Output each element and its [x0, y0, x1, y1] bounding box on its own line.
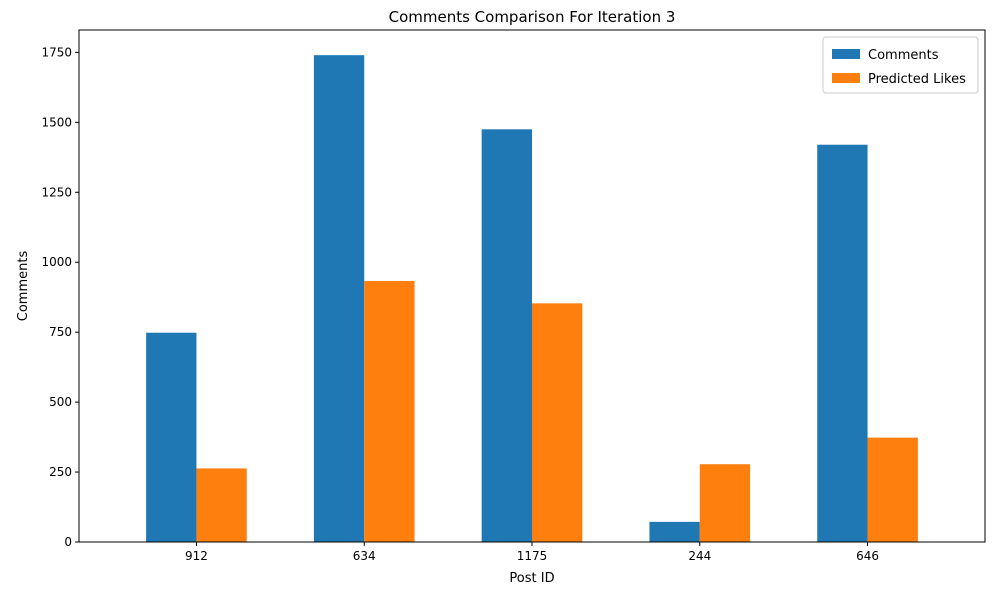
- legend-swatch-predicted-likes: [832, 73, 860, 83]
- bar-comments-244: [649, 521, 700, 542]
- bar-predicted-likes-1175: [532, 303, 583, 542]
- y-tick-label: 1250: [41, 185, 72, 199]
- x-tick-label: 634: [353, 549, 376, 563]
- legend-label-predicted-likes: Predicted Likes: [868, 72, 966, 87]
- x-tick-label: 244: [688, 549, 711, 563]
- y-axis: 0 250 500 750 1000 1250 1500 1750: [41, 45, 79, 549]
- y-tick-label: 250: [49, 465, 72, 479]
- bar-comments-646: [817, 144, 868, 542]
- bars-layer: [146, 55, 918, 543]
- bar-comments-1175: [481, 129, 532, 543]
- y-axis-label: Comments: [16, 251, 31, 322]
- y-tick-label: 1750: [41, 45, 72, 59]
- y-tick-label: 500: [49, 395, 72, 409]
- bar-predicted-likes-646: [867, 437, 918, 542]
- legend-frame: [822, 36, 979, 94]
- y-tick-label: 1500: [41, 115, 72, 129]
- x-axis-label: Post ID: [509, 571, 554, 586]
- bar-predicted-likes-912: [196, 468, 247, 542]
- chart-title: Comments Comparison For Iteration 3: [389, 8, 676, 26]
- y-tick-label: 750: [49, 325, 72, 339]
- bar-predicted-likes-244: [699, 464, 751, 542]
- bar-comments-634: [313, 55, 365, 542]
- bar-predicted-likes-634: [364, 280, 415, 542]
- x-tick-label: 1175: [517, 549, 548, 563]
- y-tick-label: 1000: [41, 255, 72, 269]
- legend-label-comments: Comments: [868, 48, 939, 63]
- x-axis: 912 634 1175 244 646: [185, 542, 879, 563]
- y-tick-label: 0: [64, 535, 72, 549]
- x-tick-label: 646: [856, 549, 879, 563]
- legend-swatch-comments: [832, 49, 860, 59]
- x-tick-label: 912: [185, 549, 208, 563]
- legend: Comments Predicted Likes: [822, 36, 979, 94]
- bar-comments-912: [146, 332, 197, 542]
